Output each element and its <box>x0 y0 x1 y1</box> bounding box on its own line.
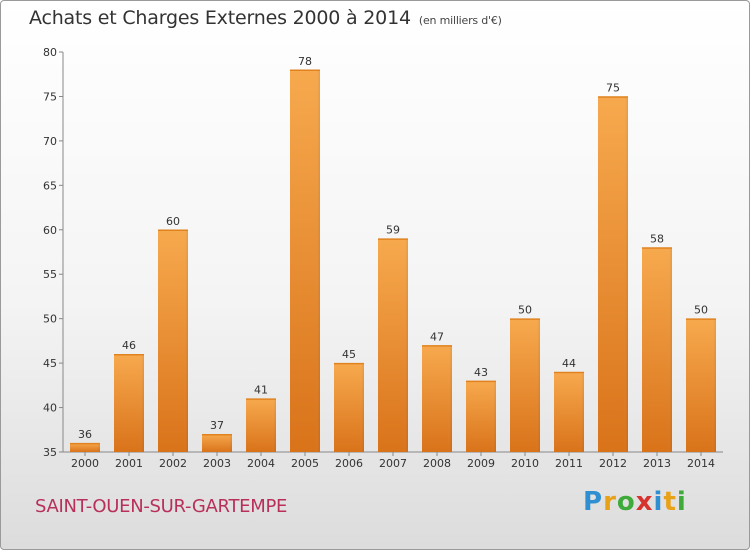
bar-shade <box>114 354 144 452</box>
x-tick-label: 2006 <box>335 457 363 470</box>
bar-shade <box>70 443 100 452</box>
logo-letter: r <box>603 487 617 517</box>
logo-letter: i <box>676 487 687 517</box>
data-label: 75 <box>606 81 620 94</box>
bar-shade <box>202 434 232 452</box>
bar-shade <box>334 363 364 452</box>
y-tick-label: 65 <box>43 179 57 192</box>
y-tick-label: 45 <box>43 357 57 370</box>
data-label: 58 <box>650 233 664 246</box>
x-tick-label: 2002 <box>159 457 187 470</box>
logo-letter: x <box>635 487 654 517</box>
x-tick-label: 2003 <box>203 457 231 470</box>
proxiti-logo: Proxiti <box>583 487 687 517</box>
x-tick-label: 2007 <box>379 457 407 470</box>
y-tick-label: 35 <box>43 446 57 459</box>
bar-shade <box>598 96 628 452</box>
commune-name: SAINT-OUEN-SUR-GARTEMPE <box>35 496 288 517</box>
y-tick-label: 80 <box>43 46 57 59</box>
logo-letter: t <box>663 487 677 517</box>
y-tick-label: 55 <box>43 268 57 281</box>
data-label: 78 <box>298 55 312 68</box>
data-label: 44 <box>562 357 576 370</box>
data-labels: 36 46 60 37 41 78 45 59 47 43 50 44 75 58 50 <box>78 55 708 441</box>
x-tick-label: 2004 <box>247 457 275 470</box>
x-tick-label: 2000 <box>71 457 99 470</box>
y-tick-label: 75 <box>43 90 57 103</box>
data-label: 41 <box>254 384 268 397</box>
logo-letter: P <box>583 487 604 517</box>
logo-letter: i <box>653 487 664 517</box>
bar-shade <box>686 318 716 452</box>
bar-shade <box>422 345 452 452</box>
bar-shade <box>290 69 320 453</box>
data-label: 50 <box>518 304 532 317</box>
bar-shade <box>466 380 496 452</box>
x-tick-label: 2005 <box>291 457 319 470</box>
bar-shade <box>554 372 584 452</box>
x-tick-label: 2013 <box>643 457 671 470</box>
bar-shade <box>158 229 188 452</box>
bars <box>70 69 716 453</box>
bar-shade <box>378 238 408 452</box>
data-label: 60 <box>166 215 180 228</box>
y-tick-label: 70 <box>43 135 57 148</box>
x-tick-label: 2014 <box>687 457 715 470</box>
x-tick-label: 2010 <box>511 457 539 470</box>
y-tick-label: 60 <box>43 224 57 237</box>
y-tick-label: 40 <box>43 402 57 415</box>
logo-letter: o <box>616 487 636 517</box>
data-label: 47 <box>430 330 444 343</box>
data-label: 36 <box>78 428 92 441</box>
chart-unit: (en milliers d'€) <box>418 14 502 27</box>
chart-title-text: Achats et Charges Externes 2000 à 2014 <box>29 7 411 29</box>
x-tick-label: 2001 <box>115 457 143 470</box>
x-tick-label: 2012 <box>599 457 627 470</box>
chart-title: Achats et Charges Externes 2000 à 2014 (e… <box>29 7 502 29</box>
data-label: 46 <box>122 339 136 352</box>
bar-shade <box>246 398 276 452</box>
x-tick-label: 2009 <box>467 457 495 470</box>
x-tick-label: 2011 <box>555 457 583 470</box>
data-label: 45 <box>342 348 356 361</box>
data-label: 59 <box>386 224 400 237</box>
data-label: 43 <box>474 366 488 379</box>
data-label: 37 <box>210 419 224 432</box>
bar-shade <box>642 247 672 452</box>
bar-shade <box>510 318 540 452</box>
data-label: 50 <box>694 304 708 317</box>
x-tick-label: 2008 <box>423 457 451 470</box>
y-tick-label: 50 <box>43 313 57 326</box>
